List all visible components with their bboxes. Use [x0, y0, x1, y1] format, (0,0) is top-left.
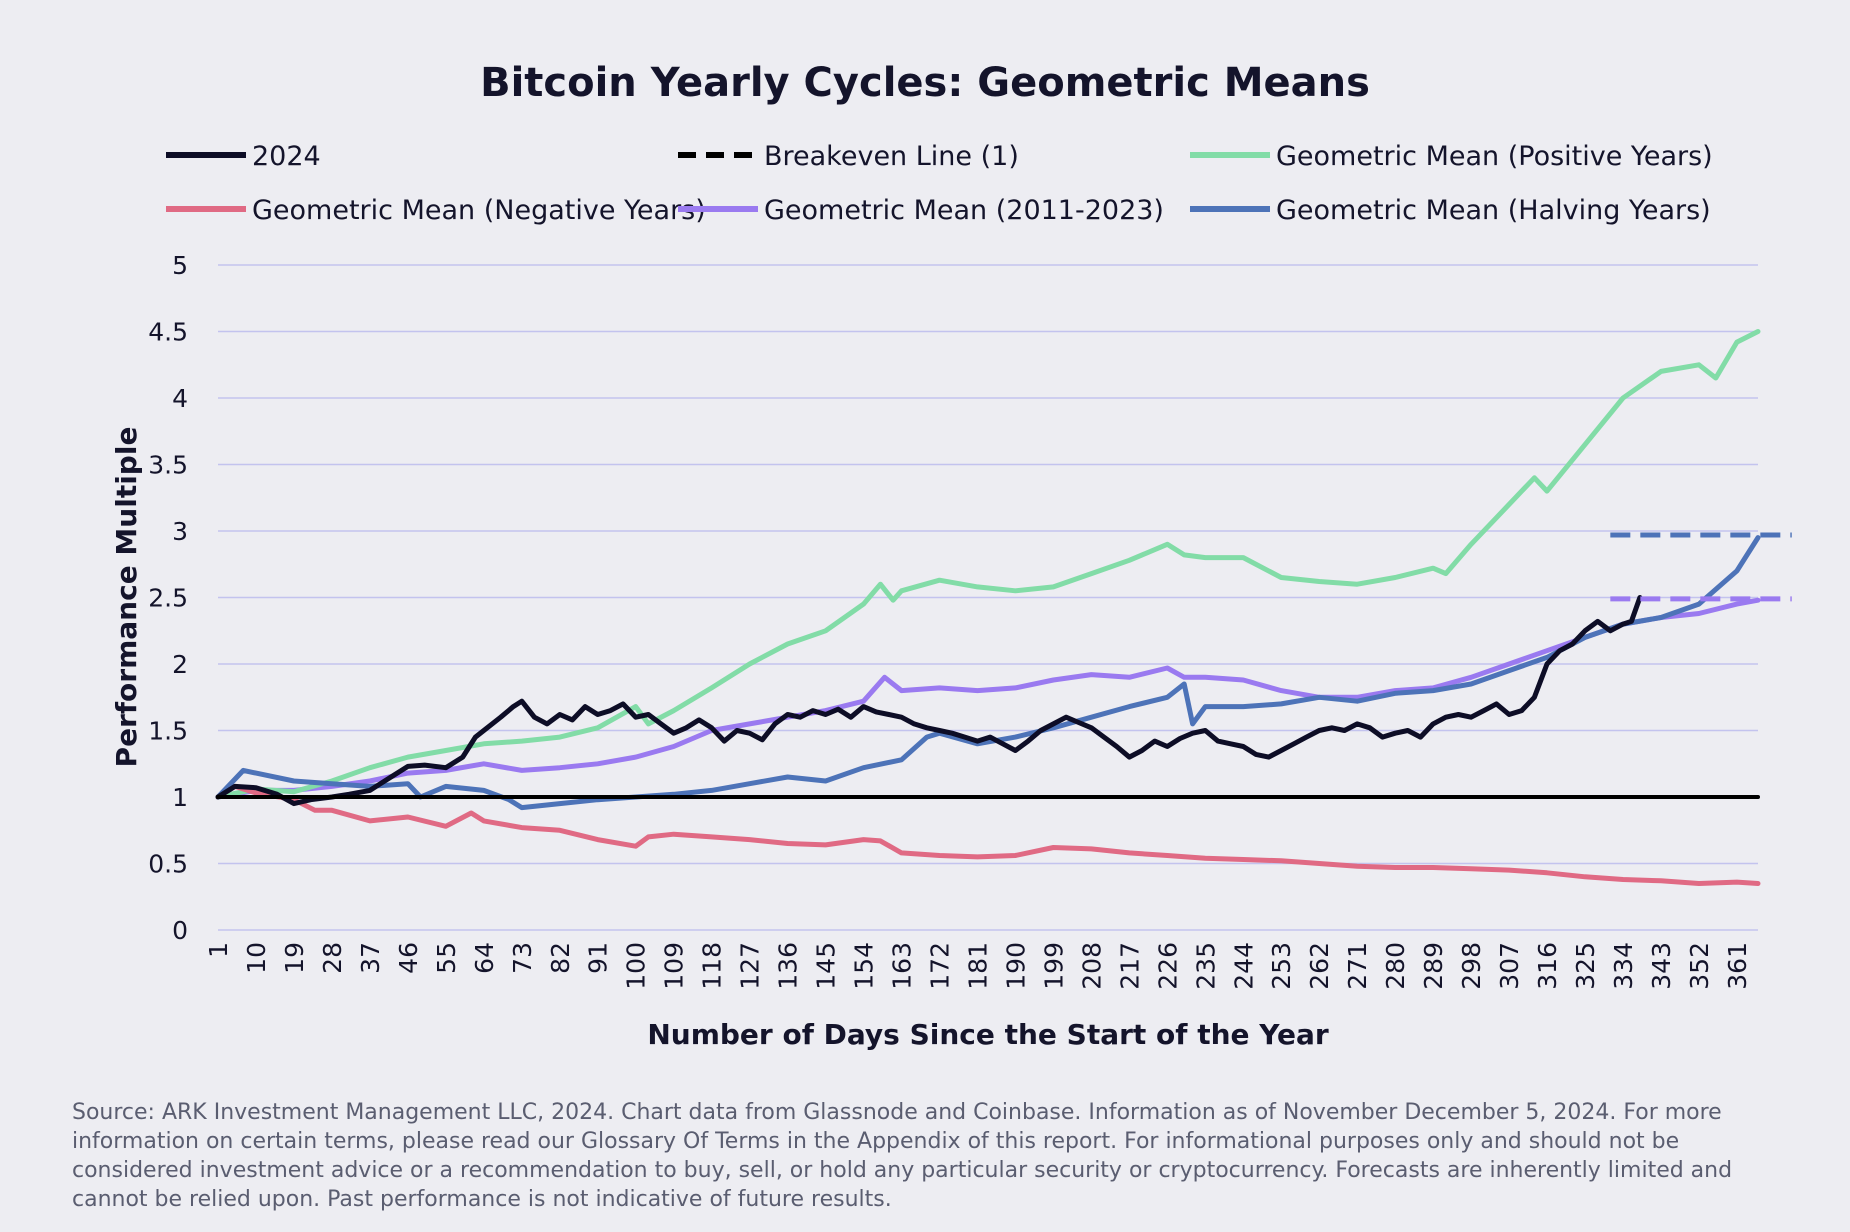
y-tick-label: 1 [172, 783, 188, 812]
legend-label: Geometric Mean (2011-2023) [764, 195, 1164, 226]
x-tick-label: 136 [774, 942, 803, 990]
x-tick-label: 64 [470, 942, 499, 974]
x-tick-label: 316 [1533, 942, 1562, 990]
x-tick-label: 325 [1571, 942, 1600, 990]
x-tick-label: 298 [1457, 942, 1486, 990]
y-tick-label: 4.5 [148, 318, 188, 347]
y-tick-label: 3.5 [148, 451, 188, 480]
x-tick-label: 199 [1039, 942, 1068, 990]
legend-item-geometric-mean-halving-years: Geometric Mean (Halving Years) [1190, 195, 1711, 226]
x-tick-label: 73 [508, 942, 537, 974]
legend-label: Geometric Mean (Positive Years) [1276, 141, 1713, 172]
x-tick-label: 100 [622, 942, 651, 990]
legend-item-breakeven-line-1: Breakeven Line (1) [678, 141, 1019, 172]
y-tick-label: 1.5 [148, 717, 188, 746]
x-tick-label: 145 [812, 942, 841, 990]
x-tick-label: 361 [1723, 942, 1752, 990]
legend-label: Breakeven Line (1) [764, 141, 1019, 172]
y-tick-label: 0.5 [148, 850, 188, 879]
legend-label: 2024 [252, 141, 321, 172]
x-tick-label: 163 [888, 942, 917, 990]
x-tick-label: 37 [356, 942, 385, 974]
chart-title: Bitcoin Yearly Cycles: Geometric Means [480, 60, 1370, 106]
x-tick-label: 352 [1685, 942, 1714, 990]
x-tick-label: 235 [1191, 942, 1220, 990]
legend-item-geometric-mean-2011-2023: Geometric Mean (2011-2023) [678, 195, 1164, 226]
legend-item-2024: 2024 [166, 141, 321, 172]
legend-label: Geometric Mean (Negative Years) [252, 195, 706, 226]
x-axis-title: Number of Days Since the Start of the Ye… [647, 1018, 1329, 1051]
y-tick-label: 5 [172, 251, 188, 280]
x-tick-label: 1 [204, 942, 233, 958]
x-tick-label: 190 [1001, 942, 1030, 990]
x-tick-label: 307 [1495, 942, 1524, 990]
x-tick-label: 280 [1381, 942, 1410, 990]
source-footnote: Source: ARK Investment Management LLC, 2… [72, 1100, 1733, 1212]
series-line-geometric-mean-2011-2023 [215, 597, 1761, 800]
y-tick-label: 3 [172, 517, 188, 546]
x-tick-label: 343 [1647, 942, 1676, 990]
y-axis-title: Performance Multiple [110, 427, 143, 768]
x-tick-label: 217 [1115, 942, 1144, 990]
series-line-geometric-mean-negative-years [215, 783, 1761, 886]
y-tick-label: 2.5 [148, 584, 188, 613]
x-tick-label: 172 [925, 942, 954, 990]
series-line-2024 [215, 595, 1643, 807]
x-tick-label: 82 [546, 942, 575, 974]
x-tick-label: 55 [432, 942, 461, 974]
x-axis-ticks: 1 10 19 28 37 46 55 64 73 82 91 100 109 118 127 136 145 1… [204, 942, 1752, 990]
legend: 2024 Breakeven Line (1) Geometric Mean (Po… [166, 141, 1713, 226]
y-axis-ticks: 0 0.5 1 1.5 2 2.5 3 3.5 4 4.5 5 [148, 251, 188, 945]
y-tick-label: 4 [172, 384, 188, 413]
x-tick-label: 91 [584, 942, 613, 974]
legend-item-geometric-mean-positive-years: Geometric Mean (Positive Years) [1190, 141, 1713, 172]
x-tick-label: 10 [242, 942, 271, 974]
gridlines [218, 264, 1758, 931]
x-tick-label: 19 [280, 942, 309, 974]
x-tick-label: 244 [1229, 942, 1258, 990]
x-tick-label: 226 [1153, 942, 1182, 990]
y-tick-label: 0 [172, 916, 188, 945]
y-tick-label: 2 [172, 650, 188, 679]
x-tick-label: 289 [1419, 942, 1448, 990]
x-tick-label: 28 [318, 942, 347, 974]
x-tick-label: 109 [660, 942, 689, 990]
annotations [1610, 532, 1792, 602]
x-tick-label: 253 [1267, 942, 1296, 990]
x-tick-label: 334 [1609, 942, 1638, 990]
series-lines [215, 329, 1761, 886]
x-tick-label: 208 [1077, 942, 1106, 990]
x-tick-label: 181 [963, 942, 992, 990]
legend-label: Geometric Mean (Halving Years) [1276, 195, 1711, 226]
x-tick-label: 262 [1305, 942, 1334, 990]
x-tick-label: 127 [736, 942, 765, 990]
x-tick-label: 154 [850, 942, 879, 990]
legend-item-geometric-mean-negative-years: Geometric Mean (Negative Years) [166, 195, 706, 226]
x-tick-label: 118 [698, 942, 727, 990]
series-line-geometric-mean-positive-years [215, 329, 1761, 800]
x-tick-label: 46 [394, 942, 423, 974]
series-line-geometric-mean-halving-years [215, 535, 1761, 811]
x-tick-label: 271 [1343, 942, 1372, 990]
